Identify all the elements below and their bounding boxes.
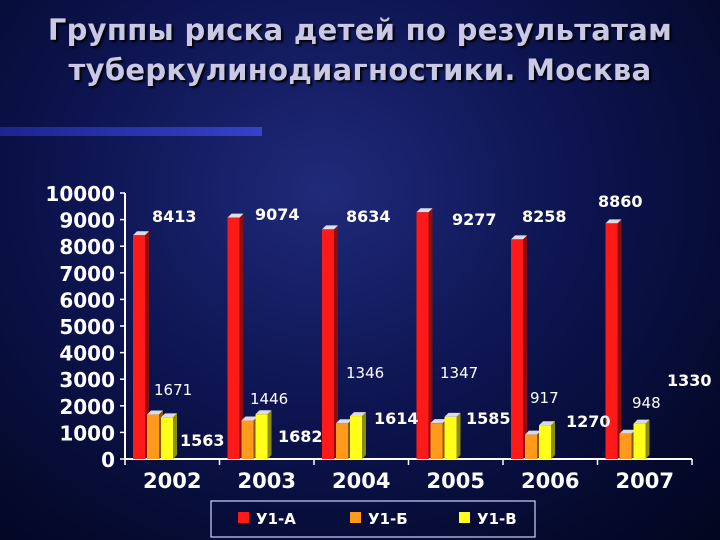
bar-top-У1-В [539,421,555,426]
bar-side-У1-А [334,225,338,459]
data-label-series-b: 948 [632,394,661,412]
bar-У1-А-2004 [322,229,334,459]
chart-bars [133,208,650,459]
bar-У1-В-2007 [633,423,646,459]
bar-side-У1-А [523,235,527,459]
bar-top-У1-Б [241,416,258,421]
bar-У1-В-2006 [539,425,551,459]
data-label-series-c: 1682 [278,427,323,446]
bar-top-У1-А [605,219,622,224]
data-label-series-c: 1585 [466,409,511,428]
data-label-series-a: 9074 [255,205,300,224]
legend-label: У1-А [256,510,296,528]
bar-У1-В-2002 [161,417,173,459]
y-tick-label: 6000 [59,288,115,312]
bar-top-У1-Б [619,429,636,434]
bar-side-У1-А [145,231,149,459]
chart-legend: У1-А У1-Б У1-В [210,500,536,538]
data-label-series-a: 8258 [522,207,567,226]
y-tick-label: 2000 [59,395,115,419]
legend-swatch [459,512,470,523]
data-label-series-c: 1270 [566,412,611,431]
title-line-2: туберкулинодиагностики. Москва [68,53,652,87]
title-line-1: Группы риска детей по результатам [47,13,673,47]
bar-top-У1-В [161,413,177,418]
data-label-series-c: 1614 [374,409,419,428]
bar-У1-А-2002 [133,235,145,459]
x-tick-label: 2007 [616,469,674,493]
bar-У1-А-2007 [605,223,618,459]
bar-У1-В-2003 [255,414,268,459]
bar-top-У1-А [511,235,527,240]
bar-У1-А-2006 [511,239,523,459]
bar-У1-Б-2002 [147,414,159,459]
data-label-series-c: 1563 [180,431,225,450]
bar-top-У1-В [444,412,461,417]
bar-У1-Б-2006 [525,434,537,459]
data-label-series-b: 917 [530,389,559,407]
bar-side-У1-А [239,213,244,459]
y-tick-label: 9000 [59,209,115,233]
bar-top-У1-В [633,419,650,424]
legend-box [210,500,536,538]
bar-У1-Б-2004 [336,423,348,459]
title-underline-bar [0,127,262,136]
y-tick-label: 7000 [59,262,115,286]
bar-side-У1-В [267,410,272,459]
bar-У1-Б-2007 [619,433,632,459]
data-label-series-b: 1671 [154,381,192,399]
chart-title: Группы риска детей по результатам туберк… [0,10,720,90]
bar-top-У1-Б [147,410,163,415]
x-tick-label: 2002 [143,469,201,493]
bar-У1-А-2003 [227,217,240,459]
y-tick-label: 10000 [45,182,115,206]
bar-side-У1-В [362,412,366,459]
y-tick-label: 8000 [59,235,115,259]
legend-swatch [238,512,249,523]
bar-side-У1-В [551,421,555,459]
y-tick-label: 4000 [59,342,115,366]
chart-data-labels: 8413 9074 8634 9277 8258 8860 1671 1446 1346 1347… [152,192,712,450]
bar-side-У1-В [456,412,461,459]
y-tick-label: 5000 [59,315,115,339]
bar-top-У1-А [322,225,338,230]
bar-top-У1-В [350,412,366,417]
bar-top-У1-А [133,231,149,236]
bar-У1-А-2005 [416,212,429,459]
bar-top-У1-Б [525,430,541,435]
legend-label: У1-В [477,510,517,528]
data-label-series-a: 8860 [598,192,643,211]
bar-side-У1-А [617,219,622,459]
data-label-series-b: 1347 [440,364,478,382]
bar-top-У1-А [416,208,433,213]
bar-У1-Б-2005 [430,423,443,459]
bar-top-У1-Б [430,419,447,424]
bar-top-У1-В [255,410,272,415]
data-label-series-a: 8413 [152,207,197,226]
y-tick-label: 3000 [59,368,115,392]
x-tick-label: 2003 [238,469,296,493]
bar-side-У1-В [645,419,650,459]
data-label-series-a: 9277 [452,210,497,229]
x-tick-label: 2004 [332,469,390,493]
data-label-series-b: 1346 [346,364,384,382]
data-label-series-a: 8634 [346,207,391,226]
y-tick-label: 1000 [59,421,115,445]
x-tick-label: 2006 [521,469,579,493]
bar-top-У1-А [227,213,244,218]
bar-У1-Б-2003 [241,420,254,459]
bar-top-У1-Б [336,419,352,424]
legend-swatch [350,512,361,523]
bar-У1-В-2005 [444,416,457,459]
bar-side-У1-А [428,208,433,459]
data-label-series-c: 1330 [667,371,712,390]
data-label-series-b: 1446 [250,390,288,408]
x-tick-label: 2005 [427,469,485,493]
legend-label: У1-Б [368,510,408,528]
y-tick-label: 0 [101,448,115,472]
bar-У1-В-2004 [350,416,362,459]
bar-side-У1-В [173,413,177,459]
